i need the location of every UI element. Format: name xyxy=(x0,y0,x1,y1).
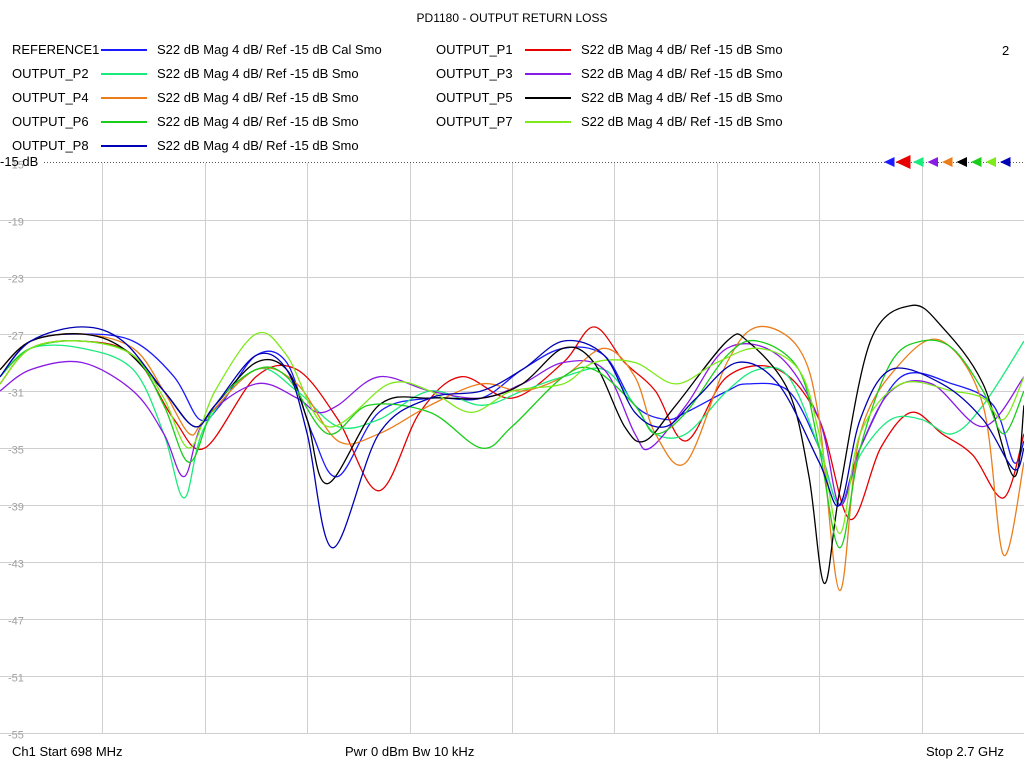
marker-output-p4 xyxy=(942,157,953,167)
y-tick-label: -27 xyxy=(8,331,24,343)
legend-trace-settings: S22 dB Mag 4 dB/ Ref -15 dB Smo xyxy=(581,114,783,129)
legend-series-name: OUTPUT_P3 xyxy=(436,66,513,81)
legend-line-swatch xyxy=(101,73,147,75)
y-tick-label: -51 xyxy=(8,673,24,685)
legend-series-name: OUTPUT_P1 xyxy=(436,42,513,57)
legend-series-name: OUTPUT_P2 xyxy=(12,66,89,81)
marker-output-p5 xyxy=(956,157,967,167)
legend-line-swatch xyxy=(101,121,147,123)
legend-trace-settings: S22 dB Mag 4 dB/ Ref -15 dB Smo xyxy=(581,66,783,81)
legend-line-swatch xyxy=(101,49,147,51)
y-tick-label: -31 xyxy=(8,388,24,400)
marker-output-p1 xyxy=(895,155,911,169)
window-number: 2 xyxy=(1002,43,1010,58)
legend-series-name: OUTPUT_P8 xyxy=(12,138,89,153)
marker-output-p2 xyxy=(913,157,924,167)
marker-output-p6 xyxy=(971,157,982,167)
chart-title: PD1180 - OUTPUT RETURN LOSS xyxy=(416,11,608,25)
legend-line-swatch xyxy=(101,145,147,147)
legend-series-name: REFERENCE1 xyxy=(12,42,100,57)
legend-trace-settings: S22 dB Mag 4 dB/ Ref -15 dB Smo xyxy=(581,90,783,105)
legend-trace-settings: S22 dB Mag 4 dB/ Ref -15 dB Cal Smo xyxy=(157,42,382,57)
legend-trace-settings: S22 dB Mag 4 dB/ Ref -15 dB Smo xyxy=(157,90,359,105)
legend-trace-settings: S22 dB Mag 4 dB/ Ref -15 dB Smo xyxy=(157,66,359,81)
legend-trace-settings: S22 dB Mag 4 dB/ Ref -15 dB Smo xyxy=(581,42,783,57)
marker-output-p7 xyxy=(985,157,996,167)
marker-reference1 xyxy=(884,157,895,167)
y-tick-label: -19 xyxy=(8,217,24,229)
y-tick-label: -47 xyxy=(8,616,24,628)
legend-series-name: OUTPUT_P4 xyxy=(12,90,89,105)
legend-series-name: OUTPUT_P5 xyxy=(436,90,513,105)
marker-output-p3 xyxy=(927,157,938,167)
trace-output-p8 xyxy=(0,326,1024,549)
legend-line-swatch xyxy=(525,121,571,123)
trace-output-p7 xyxy=(0,331,1024,535)
y-tick-label: -39 xyxy=(8,502,24,514)
legend-line-swatch xyxy=(525,49,571,51)
footer-power-bandwidth: Pwr 0 dBm Bw 10 kHz xyxy=(345,744,475,759)
reference-level-label: -15 dB xyxy=(0,154,38,169)
trace-output-p4 xyxy=(0,325,1024,592)
legend-trace-settings: S22 dB Mag 4 dB/ Ref -15 dB Smo xyxy=(157,114,359,129)
legend-trace-settings: S22 dB Mag 4 dB/ Ref -15 dB Smo xyxy=(157,138,359,153)
legend-line-swatch xyxy=(525,97,571,99)
y-tick-label: -43 xyxy=(8,559,24,571)
y-tick-label: -23 xyxy=(8,274,24,286)
y-tick-label: -15 xyxy=(8,160,24,172)
legend: REFERENCE1 S22 dB Mag 4 dB/ Ref -15 dB Ca… xyxy=(0,40,1024,160)
legend-line-swatch xyxy=(101,97,147,99)
legend-series-name: OUTPUT_P7 xyxy=(436,114,513,129)
y-tick-label: -55 xyxy=(8,730,24,742)
footer-start: Ch1 Start 698 MHz xyxy=(12,744,123,759)
legend-series-name: OUTPUT_P6 xyxy=(12,114,89,129)
legend-line-swatch xyxy=(525,73,571,75)
y-tick-label: -35 xyxy=(8,445,24,457)
marker-output-p8 xyxy=(1000,157,1011,167)
footer-stop: Stop 2.7 GHz xyxy=(926,744,1005,759)
